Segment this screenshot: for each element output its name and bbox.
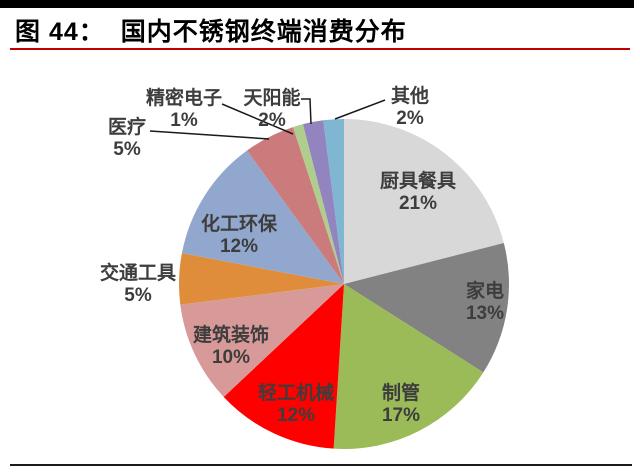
pie-label-pipe-making-pct: 17% [381,405,421,426]
pie-slice-7 [181,150,344,284]
pie-label-light-industry-machinery-pct: 12% [276,405,316,426]
pie-label-others-pct: 2% [396,108,424,129]
pie-label-transportation-pct: 5% [124,285,152,306]
pie-label-construction-decoration: 建筑装饰 10% [193,325,269,369]
pie-label-chemical-environmental-name: 化工环保 [200,214,278,235]
figure-title: 国内不锈钢终端消费分布 [120,18,407,46]
pie-slice-3 [333,284,484,449]
pie-label-precision-electronics-name: 精密电子 [145,88,223,109]
pie-label-others: 其他 2% [391,86,429,130]
pie-label-precision-electronics-pct: 1% [170,110,198,131]
pie-label-construction-decoration-pct: 10% [211,347,251,368]
pie-slice-6 [178,253,344,305]
pie-slice-2 [344,242,510,373]
pie-slice-4 [223,284,344,449]
pie-label-home-appliance-pct: 13% [465,303,505,324]
pie-label-home-appliance-name: 家电 [465,281,504,302]
pie-label-others-name: 其他 [390,86,430,107]
pie-slice-5 [180,284,344,397]
title-underline [10,48,630,50]
leader-line-solar [301,98,312,125]
pie-slice-10 [302,120,344,284]
pie-label-medical-pct: 5% [113,139,141,160]
pie-label-precision-electronics: 精密电子 1% [146,88,222,132]
leader-lines [149,98,386,140]
pie-label-light-industry-machinery-name: 轻工机械 [257,383,335,404]
leader-line-others [334,99,386,120]
leader-line-precision-electronics [221,103,294,135]
pie-label-pipe-making-name: 制管 [381,383,420,404]
pie-slice-11 [323,119,344,284]
pie-slice-9 [293,124,344,285]
pie-label-kitchen-tableware-name: 厨具餐具 [379,171,457,192]
pie-label-medical: 医疗 5% [108,117,146,161]
pie-label-medical-name: 医疗 [107,117,147,138]
pie-label-construction-decoration-name: 建筑装饰 [192,325,270,346]
leader-line-medical [149,130,270,140]
pie-label-transportation-name: 交通工具 [99,263,177,284]
figure-title-row: 图 44： 国内不锈钢终端消费分布 [15,12,407,48]
pie-label-solar: 天阳能 2% [243,88,300,132]
bottom-rule [10,464,632,466]
pie-label-solar-name: 天阳能 [243,88,301,109]
pie-label-chemical-environmental: 化工环保 12% [201,214,277,258]
figure-number: 图 44： [15,18,105,46]
pie-label-kitchen-tableware: 厨具餐具 21% [380,171,456,215]
pie-slice-1 [344,119,504,284]
pie-label-kitchen-tableware-pct: 21% [398,193,438,214]
pie-label-home-appliance: 家电 13% [466,281,504,325]
pie-label-transportation: 交通工具 5% [100,263,176,307]
pie-label-pipe-making: 制管 17% [382,383,420,427]
pie-slice-8 [247,127,344,284]
pie-label-light-industry-machinery: 轻工机械 12% [258,383,334,427]
pie-label-solar-pct: 2% [258,110,286,131]
pie-label-chemical-environmental-pct: 12% [219,236,259,257]
top-bar [0,0,634,8]
